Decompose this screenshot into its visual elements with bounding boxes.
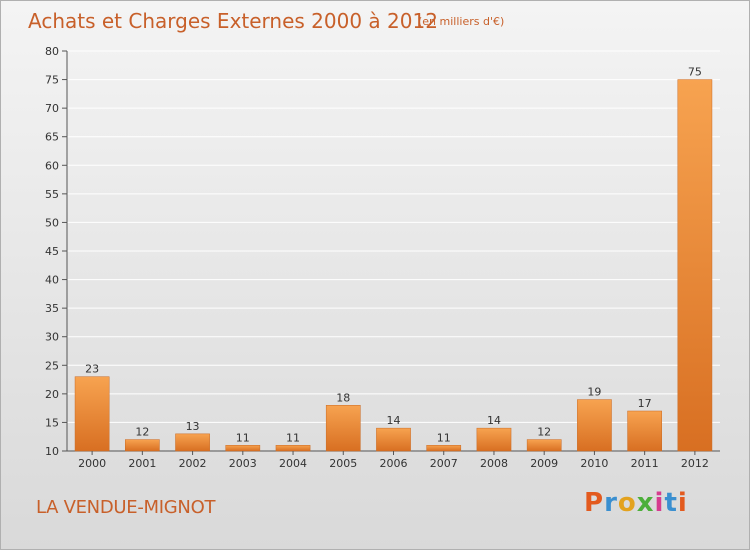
logo-letter: r	[604, 488, 618, 518]
bar	[426, 445, 462, 452]
y-tick-label: 45	[45, 245, 59, 258]
bar-value-label: 75	[688, 66, 702, 79]
bar	[175, 433, 210, 452]
x-tick-label: 2010	[580, 457, 608, 470]
bar	[677, 79, 713, 452]
bar	[526, 439, 562, 452]
bar	[74, 376, 110, 452]
y-tick-label: 40	[45, 274, 59, 287]
bar-value-label: 12	[537, 426, 551, 439]
bar	[627, 410, 662, 452]
y-tick-label: 65	[45, 131, 59, 144]
chart-title: Achats et Charges Externes 2000 à 2012	[28, 9, 438, 33]
logo-letter: x	[636, 488, 655, 518]
x-tick-label: 2006	[380, 457, 408, 470]
y-tick-label: 35	[45, 302, 59, 315]
bar-value-label: 11	[437, 431, 451, 444]
y-tick-label: 25	[45, 359, 59, 372]
logo-letter: t	[664, 488, 678, 518]
x-tick-label: 2004	[279, 457, 307, 470]
x-tick-label: 2003	[229, 457, 257, 470]
bar	[325, 405, 361, 452]
x-tick-label: 2005	[329, 457, 357, 470]
bar	[225, 445, 261, 452]
y-tick-label: 60	[45, 159, 59, 172]
x-tick-label: 2011	[631, 457, 659, 470]
y-tick-label: 80	[45, 45, 59, 58]
bar-value-label: 11	[286, 431, 300, 444]
bar-value-label: 23	[85, 363, 99, 376]
y-tick-label: 55	[45, 188, 59, 201]
y-tick-label: 30	[45, 331, 59, 344]
bar-value-label: 18	[336, 391, 350, 404]
x-tick-label: 2008	[480, 457, 508, 470]
logo-letter: i	[677, 488, 688, 518]
bar-value-label: 14	[387, 414, 401, 427]
bar	[376, 427, 411, 452]
bar-value-label: 13	[186, 420, 200, 433]
y-tick-label: 70	[45, 102, 59, 115]
bar	[275, 445, 311, 452]
chart-subtitle: (en milliers d'€)	[418, 15, 505, 28]
y-tick-label: 75	[45, 74, 59, 87]
bar-value-label: 14	[487, 414, 501, 427]
x-tick-label: 2007	[430, 457, 458, 470]
y-tick-label: 50	[45, 216, 59, 229]
x-tick-label: 2002	[179, 457, 207, 470]
logo-letter: o	[617, 488, 637, 518]
y-tick-label: 10	[45, 445, 59, 458]
y-tick-label: 20	[45, 388, 59, 401]
x-tick-label: 2001	[128, 457, 156, 470]
bar-value-label: 19	[587, 386, 601, 399]
logo-letter: P	[584, 488, 605, 518]
bar-value-label: 17	[638, 397, 652, 410]
y-tick-label: 15	[45, 416, 59, 429]
x-tick-label: 2000	[78, 457, 106, 470]
bar-value-label: 11	[236, 431, 250, 444]
bar	[476, 427, 512, 452]
bar	[577, 399, 612, 452]
logo-letter: i	[654, 488, 665, 518]
bar-value-label: 12	[135, 426, 149, 439]
commune-name: LA VENDUE-MIGNOT	[36, 497, 216, 518]
x-tick-label: 2009	[530, 457, 558, 470]
proxiti-logo[interactable]: Proxiti	[584, 488, 688, 518]
x-tick-label: 2012	[681, 457, 709, 470]
bar	[125, 439, 160, 452]
